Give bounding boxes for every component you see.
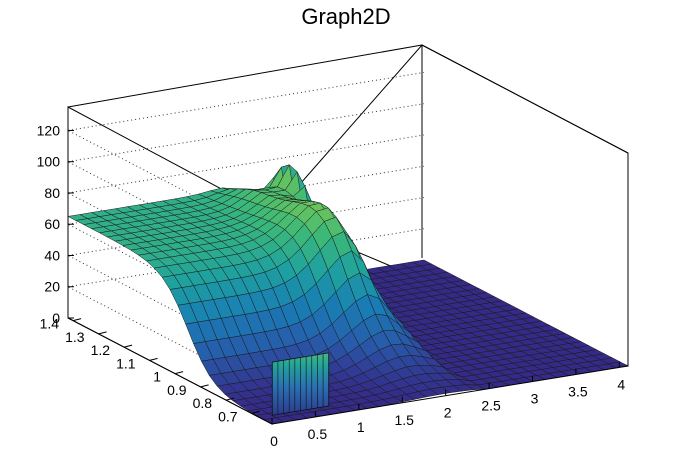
gridline-back-5: [67, 103, 425, 163]
y-tick: [123, 344, 133, 348]
z-tick-label: 40: [44, 247, 60, 263]
z-tick-label: 120: [37, 122, 61, 138]
x-tick-label: 1.5: [395, 412, 415, 428]
z-tick-label: 60: [44, 216, 60, 232]
y-tick-label: 1.3: [65, 329, 85, 345]
front-edges: [67, 317, 629, 425]
surface-mesh: [67, 164, 629, 425]
y-tick: [225, 397, 235, 401]
gridline-back-6: [67, 71, 425, 131]
y-tick-label: 1.4: [40, 316, 60, 332]
y-tick-label: 1.2: [91, 342, 111, 358]
y-tick: [149, 357, 158, 361]
z-tick-label: 100: [37, 154, 61, 170]
y-tick: [72, 318, 82, 322]
y-tick: [251, 410, 260, 414]
y-tick: [200, 384, 209, 388]
x-tick-label: 2: [444, 405, 452, 421]
x-tick-label: 4: [617, 376, 625, 392]
axes: 0 0.5 1 1.5 2 2.5 3 3.5 40.70.80.911.11.21.31.40…: [37, 122, 626, 449]
y-tick-label: 0.8: [193, 395, 213, 411]
x-tick-label: 0.5: [308, 426, 328, 442]
chart-title: Graph2D: [301, 4, 390, 29]
z-tick-label: 0: [52, 310, 60, 326]
x-tick-label: 1: [357, 419, 365, 435]
y-tick-label: 1: [153, 369, 161, 385]
y-tick: [174, 371, 184, 375]
z-tick-label: 80: [44, 185, 60, 201]
x-tick-label: 3.5: [568, 383, 588, 399]
y-tick: [98, 331, 107, 335]
gridline-back-4: [67, 134, 425, 194]
x-tick-label: 3: [531, 391, 539, 407]
y-tick-label: 0.9: [167, 382, 187, 398]
x-tick-label: 2.5: [481, 398, 501, 414]
z-tick-label: 20: [44, 279, 60, 295]
x-tick-label: 0: [270, 433, 278, 449]
y-tick-label: 1.1: [116, 355, 136, 371]
y-tick-label: 0.7: [218, 408, 238, 424]
